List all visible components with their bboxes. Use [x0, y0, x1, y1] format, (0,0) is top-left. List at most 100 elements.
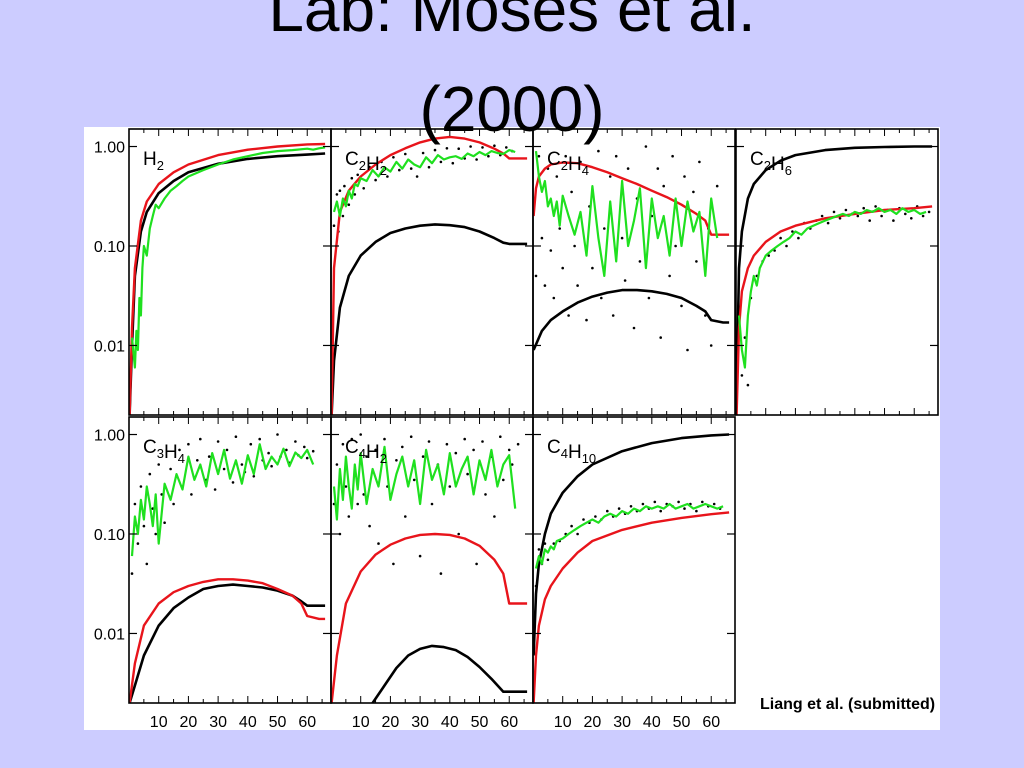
data-dot	[499, 435, 502, 439]
panel-plot-area	[331, 135, 528, 415]
panel-plot-area	[129, 433, 326, 703]
label-subscript: 2	[359, 158, 366, 173]
data-dot	[555, 175, 559, 178]
label-main: C	[750, 149, 764, 170]
x-tick-label: 20	[382, 714, 400, 730]
data-dot	[715, 184, 719, 188]
data-dot	[552, 296, 556, 300]
data-dot	[791, 230, 794, 233]
data-dot	[620, 236, 624, 240]
data-dot	[779, 236, 782, 240]
data-dot	[838, 217, 842, 220]
black-model-line	[129, 583, 326, 703]
label-main: H	[143, 149, 157, 170]
data-dot	[365, 455, 368, 458]
data-dot	[463, 437, 467, 441]
data-dot	[213, 488, 217, 491]
data-dot	[686, 348, 689, 352]
data-dot	[856, 214, 860, 218]
x-tick-label: 40	[643, 714, 661, 730]
data-dot	[359, 433, 363, 436]
data-dot	[466, 472, 469, 476]
green-data-line	[534, 150, 719, 277]
label-main: H	[568, 442, 582, 463]
data-dot	[409, 167, 413, 170]
data-dot	[377, 542, 380, 545]
data-dot	[404, 515, 407, 518]
x-tick-label: 60	[702, 714, 720, 730]
data-dot	[160, 493, 163, 496]
data-dot	[252, 475, 256, 478]
data-dot	[573, 244, 576, 248]
data-dot	[368, 524, 371, 528]
figure-panel: H2 1.00 0.10 0.01 C2H2 C2H4 C2H6 C3H4 1.00 0.10 0.…	[84, 127, 940, 730]
black-model-line	[129, 152, 326, 415]
label-subscript: 2	[561, 158, 568, 173]
panel-plot-area	[331, 433, 528, 703]
data-dot	[439, 572, 443, 575]
label-main: C	[345, 149, 359, 170]
data-dot	[603, 227, 606, 230]
x-tick-label: 60	[500, 714, 518, 730]
data-dot	[656, 167, 660, 170]
label-subscript: 4	[582, 163, 589, 178]
label-main: H	[164, 442, 178, 463]
x-tick-label: 30	[613, 714, 631, 730]
data-dot	[632, 326, 636, 330]
panel-frame	[532, 416, 736, 704]
data-dot	[740, 374, 744, 377]
data-dot	[493, 515, 496, 518]
data-dot	[558, 227, 561, 230]
data-dot	[534, 274, 538, 278]
data-dot	[448, 485, 452, 488]
x-tick-label: 50	[269, 714, 287, 730]
data-dot	[270, 464, 273, 468]
data-dot	[356, 173, 360, 177]
data-dot	[709, 344, 713, 347]
data-dot	[600, 296, 603, 300]
data-dot	[862, 206, 865, 210]
data-dot	[433, 148, 437, 152]
data-dot	[196, 459, 199, 462]
data-dot	[671, 154, 674, 158]
data-dot	[695, 509, 698, 513]
label-main: C	[547, 149, 561, 170]
data-dot	[683, 175, 686, 178]
x-tick-label: 10	[352, 714, 370, 730]
panel-plot-area	[533, 433, 730, 703]
data-dot	[576, 532, 579, 536]
data-dot	[585, 318, 588, 322]
data-dot	[701, 500, 704, 504]
red-model-line	[533, 161, 730, 236]
data-dot	[395, 459, 398, 462]
data-dot	[445, 442, 449, 446]
data-dot	[597, 149, 600, 153]
data-dot	[258, 437, 261, 441]
label-main: H	[568, 154, 582, 175]
data-dot	[454, 451, 458, 455]
label-subscript: 6	[785, 163, 792, 178]
black-model-line	[736, 145, 933, 398]
data-dot	[608, 175, 612, 178]
data-dot	[892, 219, 895, 222]
data-dot	[582, 518, 585, 521]
data-dot	[130, 572, 134, 575]
data-dot	[904, 212, 907, 216]
data-dot	[614, 154, 618, 158]
data-dot	[680, 304, 683, 308]
panel-label: C2H2	[345, 149, 387, 178]
data-dot	[712, 502, 716, 506]
panel-plot-area	[736, 145, 933, 415]
data-dot	[356, 502, 360, 506]
data-dot	[510, 463, 514, 466]
data-dot	[341, 442, 345, 446]
data-dot	[797, 236, 800, 240]
data-dot	[481, 440, 484, 443]
data-dot	[332, 224, 336, 227]
black-model-line	[331, 223, 528, 415]
data-dot	[353, 193, 357, 196]
label-main: H	[771, 154, 785, 175]
red-model-line	[129, 142, 326, 415]
data-dot	[698, 160, 701, 164]
